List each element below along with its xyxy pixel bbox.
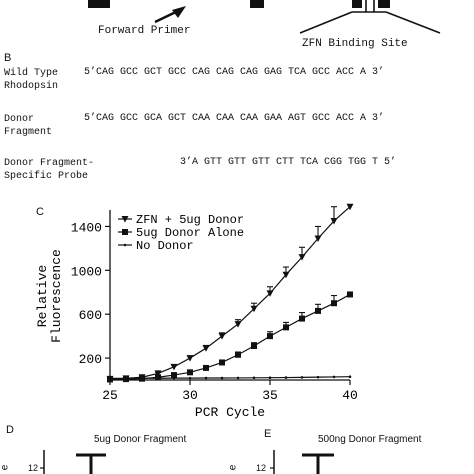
data-point [282,271,290,279]
data-point [186,355,194,362]
y-tick-label: 1400 [71,220,102,235]
y-axis-label-line-2: Fluorescence [49,249,64,343]
panel-d-tick: 12 [28,463,39,473]
probe-sequence: 3’A GTT GTT GTT CTT TCA CGG TGG T 5’ [180,157,397,168]
data-point [300,376,304,379]
x-tick-label: 25 [102,388,118,403]
data-point [267,333,273,340]
panel-e-graphics [270,450,334,474]
series-1 [107,291,353,383]
data-point [314,235,322,243]
data-point [315,307,321,314]
series-0 [106,203,354,383]
panel-d-title: 5ug Donor Fragment [94,434,187,445]
gene-block-right [352,0,362,8]
chart-axes: 200 600 1000 1400 25 30 35 40 [71,210,358,403]
zfn-binding-site-label: ZFN Binding Site [302,38,408,50]
data-point [348,375,352,379]
legend-label: 5ug Donor Alone [136,226,244,240]
series-2 [108,375,352,380]
y-axis-label-line-1: Relative [35,265,50,327]
data-point [331,300,337,307]
data-point [121,216,129,223]
panel-c-letter: C [36,206,44,218]
legend-label: No Donor [136,239,194,253]
wild-type-label: Wild Type Rhodopsin [4,68,59,92]
data-point [123,243,127,247]
data-point [188,376,192,380]
data-point [346,203,354,211]
data-point [108,377,112,380]
panel-d-graphics [40,450,106,474]
panel-a-graphics [88,0,441,34]
series-line [110,376,351,379]
chart-marks [106,203,354,383]
data-point [250,305,258,313]
data-point [170,363,178,371]
data-point [235,351,241,358]
data-point [347,291,353,298]
data-point [268,376,272,379]
data-point [124,377,128,380]
donor-fragment-label: Donor Fragment [4,114,53,138]
data-point [156,376,160,380]
gene-block-right-2 [378,0,390,8]
panel-e-title: 500ng Donor Fragment [318,434,422,445]
data-point [220,376,224,380]
panel-d-letter: D [6,424,14,436]
data-point [266,290,274,297]
gene-block-mid [250,0,264,8]
forward-primer-arrowhead [172,6,186,18]
series-line [109,206,351,380]
gene-block-left [88,0,110,8]
data-point [219,359,225,366]
data-point [187,369,193,376]
data-point [252,376,256,380]
legend-label: ZFN + 5ug Donor [136,213,244,227]
zfn-site-line-left [299,11,353,34]
x-axis-label: PCR Cycle [195,405,265,420]
data-point [171,372,177,379]
data-point [299,315,305,322]
data-point [203,364,209,371]
data-point [122,229,128,235]
wild-type-sequence: 5’CAG GCC GCT GCC CAG CAG CAG GAG TCA GC… [84,67,385,78]
data-point [218,333,226,340]
data-point [154,370,162,377]
forward-primer-label: Forward Primer [98,25,191,37]
x-tick-label: 40 [342,388,358,403]
data-point [284,376,288,379]
data-point [236,376,240,380]
data-point [316,375,320,379]
donor-fragment-sequence: 5’CAG GCC GCA GCT CAA CAA CAA GAA AGT GC… [84,113,385,124]
y-tick-label: 1000 [71,264,102,279]
data-point [283,324,289,331]
data-point [202,345,210,352]
data-point [204,376,208,380]
panel-b-letter: B [4,52,12,64]
qpcr-chart: 200 600 1000 1400 25 30 35 40 ZFN + 5ug Donor5u… [35,203,358,420]
data-point [251,343,257,349]
probe-label: Donor Fragment- Specific Probe [4,158,95,182]
y-tick-label: 200 [79,352,102,367]
zfn-site-line-right [385,11,441,34]
data-point [332,375,336,379]
panel-e-letter: E [264,428,272,440]
series-line [109,293,351,381]
y-tick-label: 600 [79,308,102,323]
x-tick-label: 30 [182,388,198,403]
data-point [172,376,176,380]
panel-e-tick: 12 [256,463,267,473]
x-tick-label: 35 [262,388,278,403]
data-point [234,321,242,328]
data-point [140,376,144,380]
data-point [330,217,338,225]
data-point [298,254,306,261]
